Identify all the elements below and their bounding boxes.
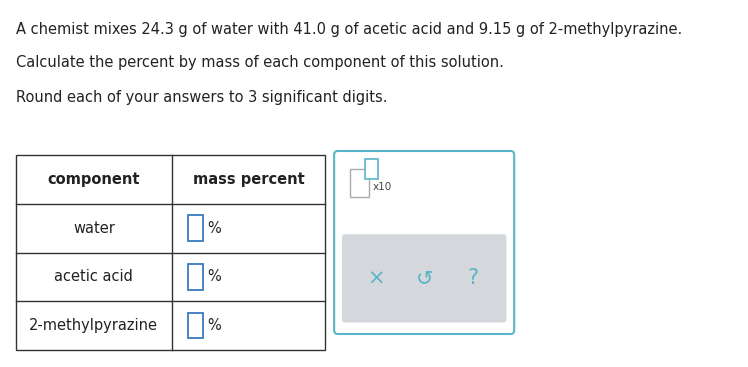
Text: %: % [208, 221, 221, 236]
Text: mass percent: mass percent [193, 172, 304, 187]
Bar [16, 155, 325, 350]
Text: Round each of your answers to 3 significant digits.: Round each of your answers to 3 signific… [16, 90, 387, 105]
Text: %: % [208, 318, 221, 333]
Bar [365, 159, 378, 179]
Bar [350, 169, 369, 197]
Text: Calculate the percent by mass of each component of this solution.: Calculate the percent by mass of each co… [16, 55, 503, 70]
Text: ?: ? [467, 268, 478, 288]
Bar [188, 215, 203, 241]
Bar [188, 313, 203, 338]
Text: ↺: ↺ [415, 268, 433, 288]
Text: x10: x10 [373, 182, 391, 192]
Text: 2-methylpyrazine: 2-methylpyrazine [29, 318, 159, 333]
Bar [188, 264, 203, 290]
Text: acetic acid: acetic acid [55, 269, 133, 284]
Text: A chemist mixes 24.3 g of water with 41.0 g of acetic acid and 9.15 g of 2-methy: A chemist mixes 24.3 g of water with 41.… [16, 22, 682, 37]
Text: component: component [48, 172, 140, 187]
FancyBboxPatch shape [334, 151, 514, 334]
Text: water: water [73, 221, 114, 236]
Text: %: % [208, 269, 221, 284]
FancyBboxPatch shape [342, 234, 506, 323]
Text: ×: × [367, 268, 384, 288]
